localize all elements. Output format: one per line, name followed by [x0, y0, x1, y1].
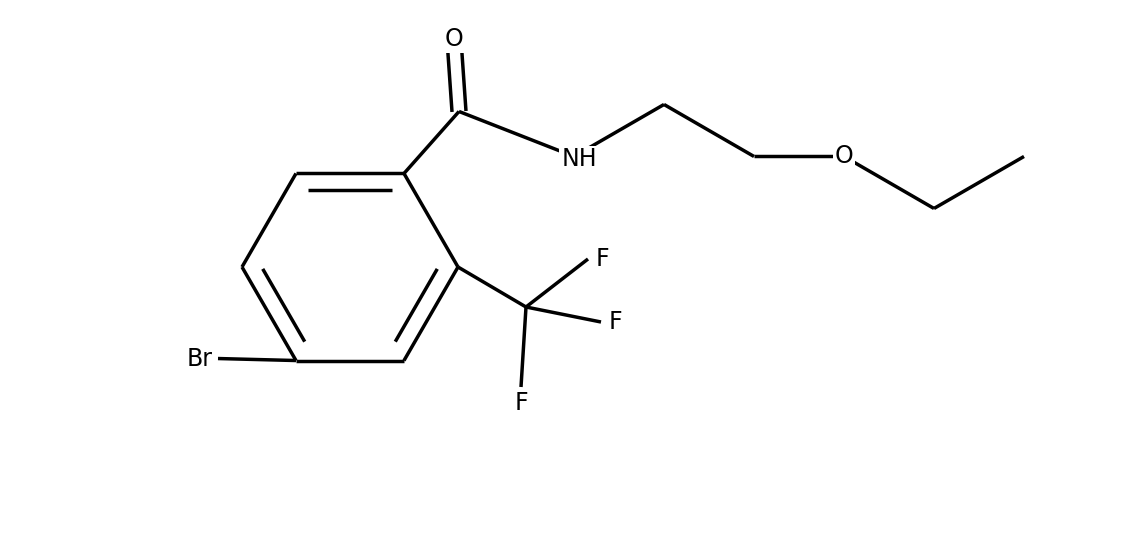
Text: Br: Br	[187, 347, 213, 370]
Text: NH: NH	[561, 147, 597, 172]
Text: F: F	[608, 310, 622, 334]
Text: O: O	[834, 145, 854, 168]
Text: F: F	[595, 247, 608, 271]
Text: F: F	[514, 391, 528, 415]
Text: O: O	[445, 28, 463, 51]
